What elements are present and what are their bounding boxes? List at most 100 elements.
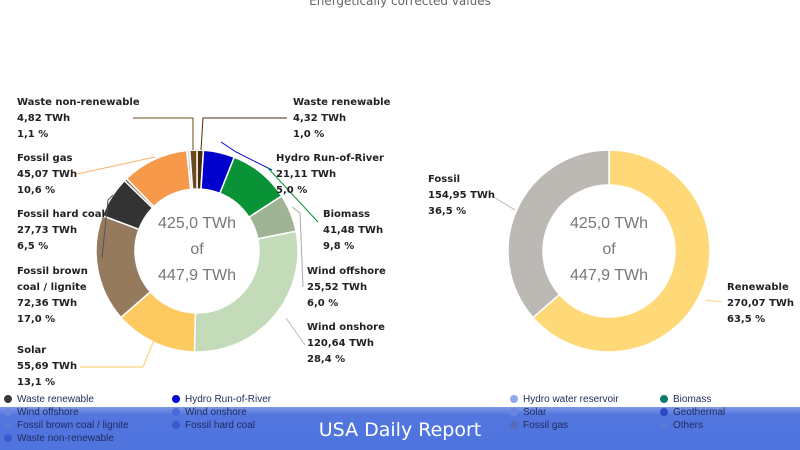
- slice-waste-non-renewable[interactable]: [188, 149, 198, 190]
- label-name: Fossil brown coal / lignite: [17, 266, 88, 293]
- leader-fossil: [491, 195, 516, 211]
- label-name: Biomass: [323, 209, 370, 220]
- leader-wind-offshore: [291, 206, 304, 288]
- legend-dot-icon: [4, 395, 12, 403]
- label-percent: 63,5 %: [727, 314, 766, 325]
- legend-label: Hydro water reservoir: [523, 394, 619, 405]
- label-name: Fossil hard coal: [17, 209, 105, 220]
- center-total: 447,9 TWh: [158, 267, 236, 284]
- legend-label: Others: [673, 420, 704, 431]
- label-waste-renewable: Waste renewable 4,32 TWh 1,0 %: [293, 95, 390, 143]
- banner-title: USA Daily Report: [318, 419, 482, 441]
- legend-label: Waste renewable: [17, 394, 94, 405]
- legend-item[interactable]: Waste renewable: [4, 394, 94, 406]
- label-fossil: Fossil 154,95 TWh 36,5 %: [428, 172, 495, 220]
- label-waste-non-renewable: Waste non-renewable 4,82 TWh 1,1 %: [17, 95, 140, 143]
- legend-dot-icon: [510, 408, 518, 416]
- legend-label: Geothermal: [673, 407, 726, 418]
- legend-item[interactable]: Wind onshore: [172, 407, 247, 419]
- slice-wind-onshore[interactable]: [193, 230, 299, 353]
- label-percent: 1,0 %: [293, 129, 325, 140]
- leader-biomass: [266, 166, 319, 223]
- label-value: 55,69 TWh: [17, 361, 78, 372]
- legend-item[interactable]: Hydro water reservoir: [510, 394, 619, 406]
- donut-renewable-vs-fossil: [507, 149, 711, 353]
- label-name: Fossil gas: [17, 153, 73, 164]
- legend-dot-icon: [660, 421, 668, 429]
- chart-legend: Waste renewable Hydro Run-of-River Hydro w…: [0, 394, 800, 450]
- legend-item[interactable]: Fossil brown coal / lignite: [4, 420, 129, 432]
- center-used: 425,0 TWh: [158, 215, 236, 232]
- label-fossil-hard-coal: Fossil hard coal 27,73 TWh 6,5 %: [17, 207, 105, 255]
- legend-item[interactable]: Biomass: [660, 394, 711, 406]
- label-percent: 9,8 %: [323, 241, 355, 252]
- legend-dot-icon: [4, 434, 12, 442]
- label-value: 45,07 TWh: [17, 169, 78, 180]
- label-name: Wind onshore: [307, 322, 385, 333]
- label-renewable: Renewable 270,07 TWh 63,5 %: [727, 280, 794, 328]
- label-name: Hydro Run-of-River: [276, 153, 384, 164]
- label-percent: 6,5 %: [17, 241, 49, 252]
- label-percent: 1,1 %: [17, 129, 49, 140]
- label-fossil-brown-coal: Fossil brown coal / lignite 72,36 TWh 17,0…: [17, 264, 112, 328]
- legend-dot-icon: [510, 395, 518, 403]
- label-name: Solar: [17, 345, 47, 356]
- center-used: 425,0 TWh: [570, 215, 648, 232]
- center-of: of: [190, 241, 204, 258]
- legend-label: Hydro Run-of-River: [185, 394, 272, 405]
- slice-fossil[interactable]: [507, 149, 610, 319]
- legend-label: Solar: [523, 407, 547, 418]
- label-wind-onshore: Wind onshore 120,64 TWh 28,4 %: [307, 320, 385, 368]
- legend-item[interactable]: Hydro Run-of-River: [172, 394, 271, 406]
- label-value: 4,32 TWh: [293, 113, 347, 124]
- center-of: of: [602, 241, 616, 258]
- label-value: 41,48 TWh: [323, 225, 384, 236]
- label-name: Renewable: [727, 282, 789, 293]
- label-name: Waste renewable: [293, 97, 391, 108]
- slice-renewable[interactable]: [531, 149, 711, 353]
- legend-label: Wind onshore: [185, 407, 247, 418]
- label-percent: 36,5 %: [428, 206, 467, 217]
- label-value: 25,52 TWh: [307, 282, 368, 293]
- legend-item[interactable]: Geothermal: [660, 407, 725, 419]
- label-fossil-gas: Fossil gas 45,07 TWh 10,6 %: [17, 151, 77, 199]
- label-wind-offshore: Wind offshore 25,52 TWh 6,0 %: [307, 264, 386, 312]
- legend-item[interactable]: Wind offshore: [4, 407, 79, 419]
- label-value: 120,64 TWh: [307, 338, 375, 349]
- legend-dot-icon: [660, 395, 668, 403]
- label-percent: 17,0 %: [17, 314, 56, 325]
- legend-item[interactable]: Solar: [510, 407, 546, 419]
- legend-label: Waste non-renewable: [17, 433, 114, 444]
- label-percent: 6,0 %: [307, 298, 339, 309]
- legend-dot-icon: [172, 408, 180, 416]
- label-name: Waste non-renewable: [17, 97, 140, 108]
- legend-item[interactable]: Waste non-renewable: [4, 433, 114, 445]
- donut2-center-text: 425,0 TWh of 447,9 TWh: [549, 211, 669, 289]
- label-name: Wind offshore: [307, 266, 386, 277]
- legend-label: Fossil gas: [523, 420, 569, 431]
- label-percent: 28,4 %: [307, 354, 346, 365]
- label-value: 21,11 TWh: [276, 169, 337, 180]
- leader-waste-renewable: [200, 117, 287, 151]
- donut1-center-text: 425,0 TWh of 447,9 TWh: [137, 211, 257, 289]
- legend-label: Fossil brown coal / lignite: [17, 420, 129, 431]
- legend-item[interactable]: Others: [660, 420, 703, 432]
- legend-dot-icon: [4, 408, 12, 416]
- legend-item[interactable]: Fossil hard coal: [172, 420, 255, 432]
- donut-energy-sources: [95, 149, 299, 353]
- legend-dot-icon: [510, 421, 518, 429]
- leader-waste-non-renewable: [133, 117, 194, 150]
- leader-solar: [80, 339, 155, 368]
- legend-dot-icon: [660, 408, 668, 416]
- label-solar: Solar 55,69 TWh 13,1 %: [17, 343, 77, 391]
- legend-dot-icon: [172, 395, 180, 403]
- label-name: Fossil: [428, 174, 461, 185]
- legend-label: Wind offshore: [17, 407, 79, 418]
- label-value: 72,36 TWh: [17, 298, 78, 309]
- legend-dot-icon: [4, 421, 12, 429]
- leader-wind-onshore: [285, 317, 306, 346]
- legend-item[interactable]: Fossil gas: [510, 420, 568, 432]
- leader-hydro: [220, 141, 273, 171]
- label-value: 4,82 TWh: [17, 113, 71, 124]
